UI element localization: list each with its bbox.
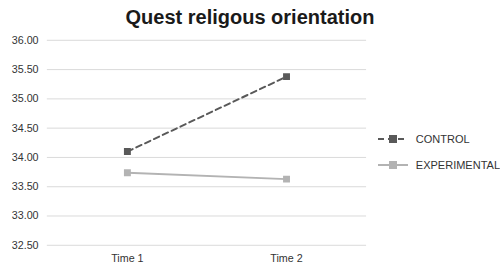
svg-text:34.00: 34.00 xyxy=(12,151,39,163)
svg-text:35.00: 35.00 xyxy=(12,92,39,104)
svg-text:33.50: 33.50 xyxy=(12,180,39,192)
html-text:EXPERIMENTAL: EXPERIMENTAL xyxy=(415,159,500,172)
svg-text:34.50: 34.50 xyxy=(12,122,39,134)
svg-text:33.00: 33.00 xyxy=(12,209,39,221)
html-text:CONTROL: CONTROL xyxy=(415,133,470,146)
html-text:Quest religous orientation: Quest religous orientation xyxy=(125,6,375,28)
svg-text:32.50: 32.50 xyxy=(12,239,39,251)
svg-text:36.00: 36.00 xyxy=(12,34,39,46)
svg-text:Time 1: Time 1 xyxy=(111,252,143,264)
svg-text:35.50: 35.50 xyxy=(12,63,39,75)
svg-text:Time 2: Time 2 xyxy=(270,252,302,264)
